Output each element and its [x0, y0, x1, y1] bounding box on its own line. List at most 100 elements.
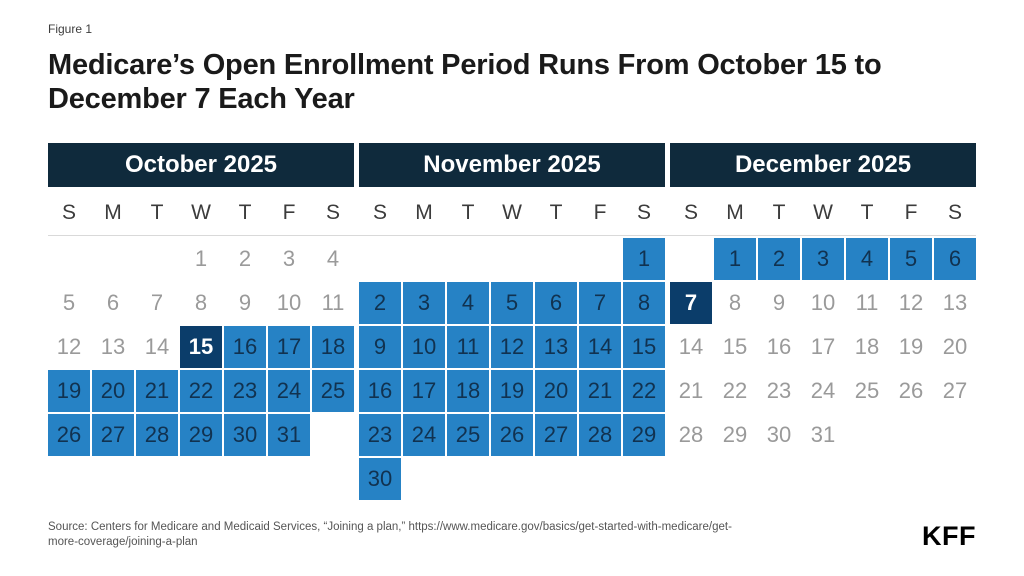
- day-cell: 12: [898, 290, 924, 315]
- day-cell: 7: [150, 290, 164, 315]
- enrollment-day: 24: [403, 414, 445, 456]
- day-cell: 19: [898, 334, 924, 359]
- day-of-week-label: W: [502, 201, 522, 224]
- empty-cell: [92, 458, 134, 500]
- enrollment-day: 24: [268, 370, 310, 412]
- calendar: October 2025 S M T W T F S 1 2 3 4 5 6 7 8 9 10 11 12 13 14 15…: [48, 143, 976, 500]
- empty-cell: [579, 458, 621, 500]
- month-november: November 2025 S M T W T F S 1 2 3 4 5 6 7 8 9 10 11 12 13 14 1…: [359, 143, 665, 500]
- empty-cell: [714, 458, 756, 500]
- enrollment-day: 17: [403, 370, 445, 412]
- day-cell: 31: [810, 422, 836, 447]
- enrollment-day: 27: [92, 414, 134, 456]
- empty-cell: [224, 458, 266, 500]
- day-cell: 11: [855, 290, 879, 315]
- day-cell: 5: [62, 290, 76, 315]
- enrollment-day: 22: [623, 370, 665, 412]
- date-grid-november: 1 2 3 4 5 6 7 8 9 10 11 12 13 14 15 16 17 18 19 20 21 22 23 24 2…: [359, 238, 665, 500]
- day-cell: 3: [282, 246, 296, 271]
- day-cell: 25: [854, 378, 880, 403]
- day-cell: 10: [810, 290, 836, 315]
- enrollment-day: 23: [359, 414, 401, 456]
- day-of-week-label: T: [549, 201, 563, 224]
- month-header-november: November 2025: [359, 143, 665, 187]
- day-cell: 13: [942, 290, 968, 315]
- day-cell: 21: [678, 378, 704, 403]
- enrollment-day: 2: [359, 282, 401, 324]
- day-cell: 8: [194, 290, 208, 315]
- empty-cell: [447, 458, 489, 500]
- enrollment-day: 23: [224, 370, 266, 412]
- enrollment-day: 1: [623, 238, 665, 280]
- enrollment-day: 5: [491, 282, 533, 324]
- enrollment-endpoint-day: 15: [180, 326, 222, 368]
- empty-cell: [535, 238, 577, 280]
- enrollment-day: 26: [491, 414, 533, 456]
- day-of-week-label: W: [813, 201, 833, 224]
- empty-cell: [846, 414, 888, 456]
- day-of-week-label: F: [593, 201, 607, 224]
- empty-cell: [890, 458, 932, 500]
- enrollment-day: 10: [403, 326, 445, 368]
- date-grid-october: 1 2 3 4 5 6 7 8 9 10 11 12 13 14 15 16 17 18 19 20 21 22 23 24 2…: [48, 238, 354, 500]
- empty-cell: [312, 414, 354, 456]
- empty-cell: [846, 458, 888, 500]
- day-cell: 10: [276, 290, 302, 315]
- empty-cell: [136, 238, 178, 280]
- enrollment-day: 25: [312, 370, 354, 412]
- empty-cell: [802, 458, 844, 500]
- day-cell: 27: [942, 378, 968, 403]
- empty-cell: [623, 458, 665, 500]
- enrollment-day: 6: [934, 238, 976, 280]
- day-of-week-label: T: [150, 201, 164, 224]
- day-cell: 26: [898, 378, 924, 403]
- day-cell: 11: [321, 290, 345, 315]
- enrollment-day: 28: [579, 414, 621, 456]
- day-cell: 15: [722, 334, 748, 359]
- day-cell: 8: [728, 290, 742, 315]
- day-cell: 2: [238, 246, 252, 271]
- enrollment-day: 30: [359, 458, 401, 500]
- empty-cell: [403, 458, 445, 500]
- figure-label: Figure 1: [48, 22, 93, 36]
- day-of-week-label: M: [726, 201, 744, 224]
- day-cell: 17: [810, 334, 836, 359]
- enrollment-day: 3: [403, 282, 445, 324]
- day-cell: 4: [326, 246, 340, 271]
- enrollment-day: 15: [623, 326, 665, 368]
- day-of-week-label: T: [860, 201, 874, 224]
- empty-cell: [312, 458, 354, 500]
- day-cell: 30: [766, 422, 792, 447]
- figure-title: Medicare’s Open Enrollment Period Runs F…: [48, 49, 882, 115]
- month-header-december: December 2025: [670, 143, 976, 187]
- empty-cell: [268, 458, 310, 500]
- enrollment-day: 14: [579, 326, 621, 368]
- enrollment-day: 31: [268, 414, 310, 456]
- day-of-week-label: S: [947, 201, 962, 224]
- empty-cell: [670, 238, 712, 280]
- month-december: December 2025 S M T W T F S 1 2 3 4 5 6 7 8 9 10 11 12 13 14 1…: [670, 143, 976, 500]
- day-cell: 14: [678, 334, 704, 359]
- enrollment-day: 20: [535, 370, 577, 412]
- enrollment-day: 21: [136, 370, 178, 412]
- empty-cell: [48, 458, 90, 500]
- enrollment-day: 19: [48, 370, 90, 412]
- empty-cell: [180, 458, 222, 500]
- empty-cell: [48, 238, 90, 280]
- enrollment-day: 27: [535, 414, 577, 456]
- empty-cell: [890, 414, 932, 456]
- enrollment-day: 16: [359, 370, 401, 412]
- day-of-week-label: S: [683, 201, 698, 224]
- day-cell: 6: [106, 290, 120, 315]
- day-cell: 14: [144, 334, 170, 359]
- day-cell: 12: [56, 334, 82, 359]
- enrollment-day: 25: [447, 414, 489, 456]
- enrollment-day: 29: [180, 414, 222, 456]
- day-of-week-label: S: [325, 201, 340, 224]
- enrollment-day: 30: [224, 414, 266, 456]
- enrollment-day: 18: [312, 326, 354, 368]
- day-cell: 16: [766, 334, 792, 359]
- day-of-week-label: M: [415, 201, 433, 224]
- enrollment-day: 16: [224, 326, 266, 368]
